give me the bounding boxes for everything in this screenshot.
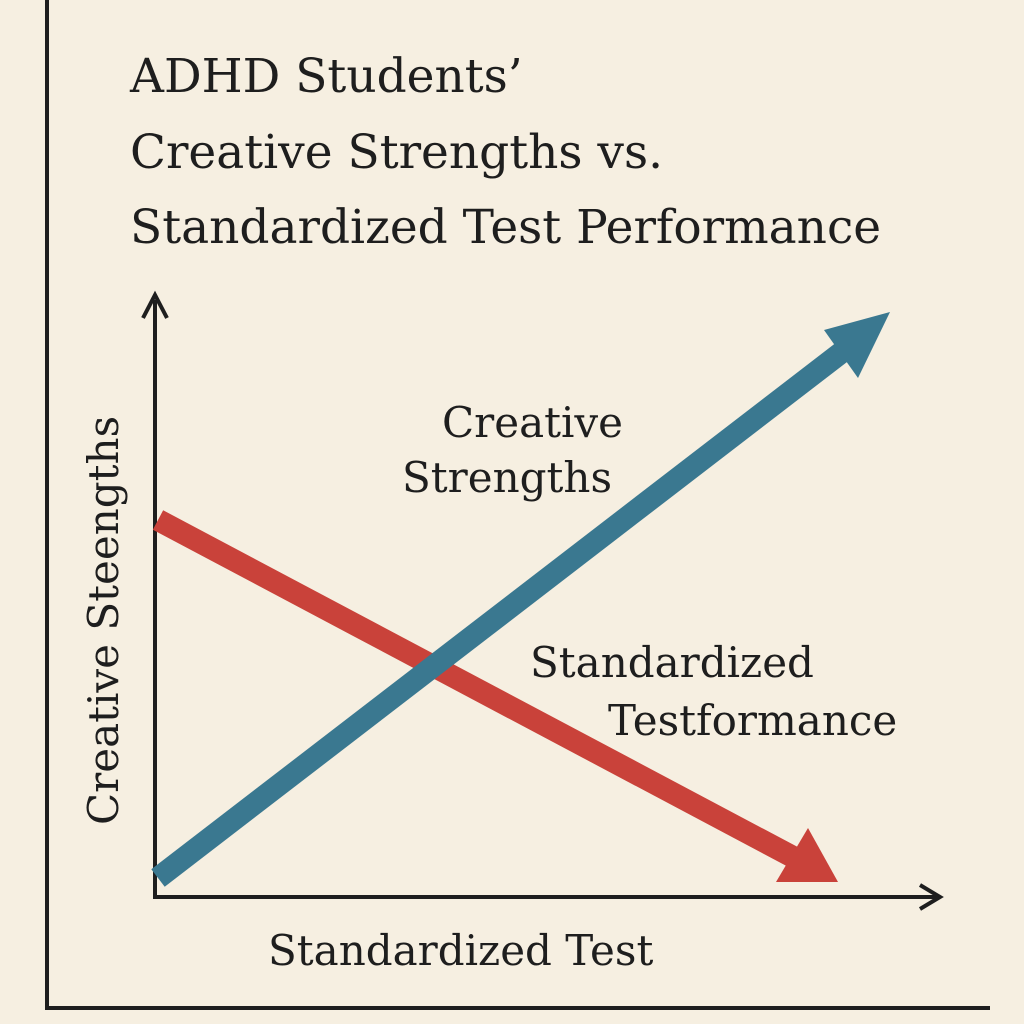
y-axis-label: Creative Steengths <box>79 416 128 825</box>
test-performance-line <box>152 510 801 868</box>
creative-strengths-line <box>151 333 862 887</box>
title-line: ADHD Students’ <box>129 49 523 104</box>
series-label: Strengths <box>402 453 612 502</box>
series-label: Creative <box>442 398 623 447</box>
y-axis-arrow <box>141 290 169 319</box>
test-performance-arrowhead <box>776 828 838 882</box>
series-label: Standardized <box>530 638 814 687</box>
creative-strengths-arrowhead <box>824 312 890 378</box>
x-axis-arrow <box>918 883 944 911</box>
series-label: Testformance <box>608 696 897 745</box>
x-axis-label: Standardized Test <box>268 926 653 975</box>
title-line: Creative Strengths vs. <box>130 125 663 180</box>
title-line: Standardized Test Performance <box>130 200 881 255</box>
